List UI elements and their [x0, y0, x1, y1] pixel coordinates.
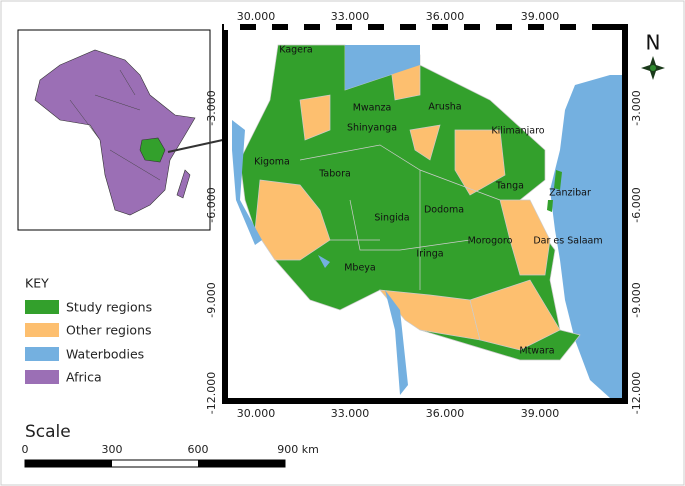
compass-center — [650, 65, 656, 71]
scale-label: 600 — [188, 443, 209, 456]
key-swatch — [25, 347, 59, 361]
lon-label: 39.000 — [521, 10, 560, 23]
africa — [34, 49, 196, 216]
region-label: Morogoro — [468, 236, 513, 247]
scale-label: 0 — [22, 443, 29, 456]
region-label: Zanzibar — [549, 188, 591, 199]
region-label: Arusha — [428, 102, 461, 113]
lon-label: 39.000 — [521, 407, 560, 420]
region-label: Kagera — [279, 45, 313, 56]
key-title: KEY — [25, 276, 49, 291]
islands — [547, 170, 562, 212]
lon-label: 36.000 — [426, 10, 465, 23]
key-item: Other regions — [66, 323, 152, 338]
borders — [69, 69, 161, 181]
lon-label: 33.000 — [331, 407, 370, 420]
lat-label: -6.000 — [205, 187, 218, 222]
lon-label: 36.000 — [426, 407, 465, 420]
lon-label: 30.000 — [237, 407, 276, 420]
other-regions — [254, 54, 561, 351]
region-label: Kigoma — [254, 157, 290, 168]
ocean — [550, 75, 622, 398]
region-label: Dar es Salaam — [533, 236, 602, 247]
lat-label: -12.000 — [630, 372, 643, 414]
region-borders — [299, 144, 501, 290]
main-map: Kagera Mwanza Arusha Shinyanga Kilimanja… — [222, 24, 628, 404]
madagascar — [176, 169, 191, 199]
region-label: Tanga — [495, 181, 524, 192]
region-label: Iringa — [416, 249, 443, 260]
inset-map — [17, 29, 211, 231]
key-item: Africa — [66, 370, 102, 385]
region-label: Singida — [374, 213, 409, 224]
lon-label: 33.000 — [331, 10, 370, 23]
scale-label: 300 — [102, 443, 123, 456]
lat-label: -9.000 — [630, 282, 643, 317]
region-label: Mwanza — [353, 103, 392, 114]
lat-label: -3.000 — [205, 90, 218, 125]
lat-label: -12.000 — [205, 372, 218, 414]
scale-segment — [25, 460, 112, 467]
scale-title: Scale — [25, 422, 71, 442]
region-label: Mbeya — [344, 263, 376, 274]
region-label: Tabora — [318, 169, 351, 180]
region-label: Shinyanga — [347, 123, 397, 134]
tanzania-inset — [139, 137, 166, 163]
lat-label: -6.000 — [630, 187, 643, 222]
scale-segment — [198, 460, 285, 467]
north-label: N — [646, 31, 661, 55]
key-item: Study regions — [66, 300, 152, 315]
key-swatch — [25, 300, 59, 314]
coordinate-labels: 30.000 30.000 33.000 33.000 36.000 36.000 39.0… — [205, 10, 643, 420]
key-item: Waterbodies — [66, 347, 144, 362]
lat-label: -3.000 — [630, 90, 643, 125]
region-label: Mtwara — [519, 346, 554, 357]
waterbodies — [232, 45, 420, 395]
frame-pattern — [224, 24, 592, 30]
region-label: Dodoma — [424, 205, 464, 216]
lon-label: 30.000 — [237, 10, 276, 23]
key-swatch — [25, 370, 59, 384]
scale-label: 900 km — [277, 443, 319, 456]
key-swatch — [25, 323, 59, 337]
lat-label: -9.000 — [205, 282, 218, 317]
region-label: Kilimanjaro — [491, 126, 544, 137]
